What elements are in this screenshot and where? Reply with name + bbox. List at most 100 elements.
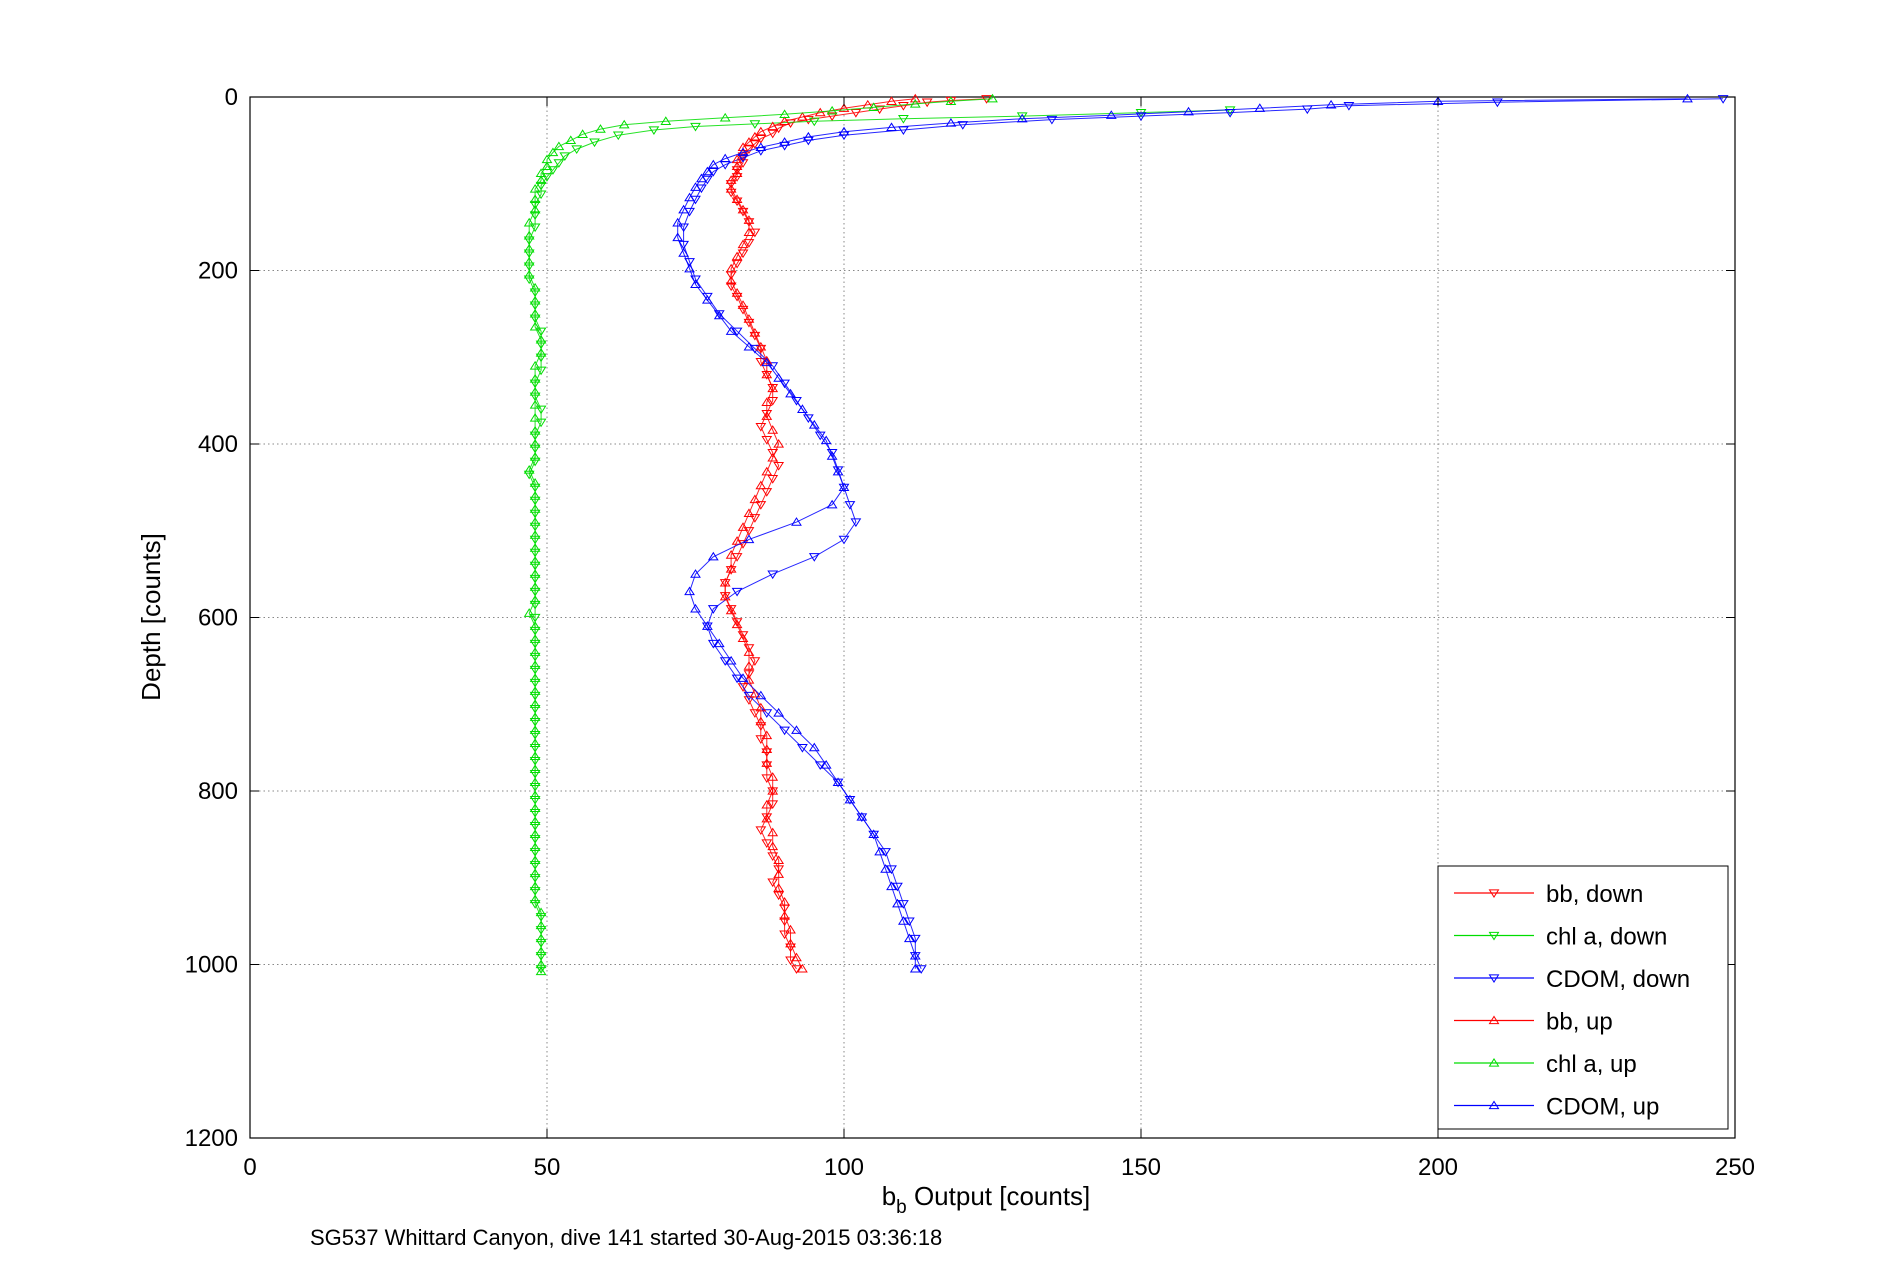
y-tick-label: 0: [225, 84, 238, 111]
data-point: [690, 182, 701, 191]
data-point: [701, 166, 713, 176]
data-point: [672, 232, 684, 242]
data-point: [755, 826, 767, 836]
data-point: [779, 897, 791, 906]
data-point: [808, 553, 820, 562]
data-point: [529, 491, 541, 500]
data-point: [547, 147, 559, 157]
data-point: [707, 639, 719, 649]
data-point: [755, 126, 767, 136]
x-tick-label: 150: [1121, 1154, 1161, 1181]
data-point: [850, 518, 862, 528]
data-point: [743, 527, 755, 536]
data-point: [701, 295, 713, 304]
data-point: [779, 726, 791, 736]
x-tick-label: 100: [824, 1154, 864, 1181]
data-point: [749, 514, 761, 523]
legend-item: chl a, down: [1454, 924, 1667, 951]
data-point: [820, 435, 832, 445]
data-point: [529, 194, 541, 204]
data-point: [1491, 98, 1503, 108]
data-point: [909, 98, 921, 108]
data-point: [755, 480, 767, 490]
legend-label: chl a, up: [1546, 1051, 1637, 1078]
data-point: [535, 405, 547, 415]
data-point: [612, 131, 624, 141]
data-point: [838, 103, 850, 112]
data-point: [838, 535, 850, 545]
data-point: [1682, 93, 1693, 103]
data-point: [719, 591, 731, 601]
data-point: [529, 223, 541, 233]
data-point: [767, 878, 779, 888]
data-point: [535, 966, 547, 976]
data-point: [529, 881, 541, 891]
data-point: [529, 803, 541, 812]
data-point: [529, 751, 541, 760]
data-point: [719, 657, 731, 666]
data-point: [761, 488, 773, 497]
data-point: [826, 451, 838, 460]
data-point: [559, 152, 571, 161]
legend-item: bb, down: [1454, 881, 1643, 908]
data-point: [785, 938, 796, 948]
data-point: [797, 404, 808, 413]
legend-label: CDOM, up: [1546, 1094, 1659, 1121]
data-point: [529, 412, 541, 422]
data-point: [743, 137, 755, 146]
data-point: [767, 129, 779, 139]
y-tick-label: 1000: [185, 952, 238, 979]
data-point: [737, 204, 749, 214]
data-point: [529, 686, 541, 695]
data-point: [791, 952, 802, 962]
data-point: [725, 263, 737, 273]
data-point: [529, 868, 541, 878]
data-point: [892, 898, 903, 908]
data-point: [529, 842, 541, 852]
data-point: [945, 96, 957, 105]
data-point: [897, 102, 909, 111]
data-point: [808, 742, 820, 752]
data-point: [523, 230, 535, 240]
data-point: [761, 758, 773, 767]
data-point: [707, 167, 719, 177]
data-point: [761, 813, 773, 823]
data-point: [529, 308, 541, 318]
data-point: [791, 965, 802, 974]
data-point: [731, 259, 743, 269]
data-point: [529, 582, 541, 591]
data-point: [523, 608, 535, 617]
data-point: [529, 621, 541, 630]
data-point: [755, 344, 767, 354]
data-point: [797, 111, 808, 121]
data-point: [660, 116, 672, 125]
data-point: [529, 569, 541, 578]
series-4: [523, 93, 998, 976]
data-point: [779, 116, 791, 125]
data-point: [535, 933, 547, 943]
x-tick-label: 0: [243, 1154, 256, 1181]
data-point: [535, 418, 547, 428]
data-point: [838, 126, 850, 136]
data-point: [529, 712, 541, 721]
data-point: [737, 683, 749, 692]
data-point: [779, 930, 791, 940]
data-point: [701, 621, 713, 630]
data-point: [1105, 110, 1117, 119]
legend-item: chl a, up: [1454, 1051, 1637, 1078]
data-point: [529, 543, 541, 552]
data-point: [529, 764, 541, 773]
data-point: [797, 963, 808, 973]
data-point: [767, 772, 779, 781]
x-axis-label-main: b: [882, 1181, 896, 1211]
data-point: [743, 239, 755, 248]
data-point: [529, 738, 541, 747]
data-point: [535, 334, 547, 344]
data-point: [535, 175, 547, 184]
data-point: [529, 660, 541, 669]
data-point: [731, 168, 743, 177]
data-point: [773, 373, 785, 382]
x-tick-label: 50: [534, 1154, 561, 1181]
data-point: [791, 396, 802, 406]
